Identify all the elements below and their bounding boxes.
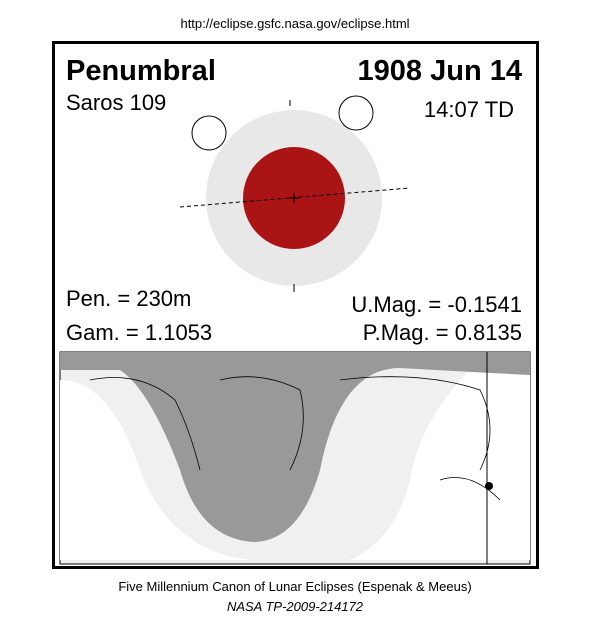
umbral-magnitude: U.Mag. = -0.1541 [351,292,522,317]
world-map [59,351,531,565]
saros: Saros 109 [66,90,166,115]
url: http://eclipse.gsfc.nasa.gov/eclipse.htm… [180,16,409,31]
eclipse-type: Penumbral [66,55,216,87]
gamma: Gam. = 1.1053 [66,320,212,345]
moon [338,95,374,131]
penumbral-magnitude: P.Mag. = 0.8135 [363,320,522,345]
time: 14:07 TD [424,97,514,122]
map-visible-none [60,380,250,560]
map-penumbra-zone [60,352,530,542]
eclipse-date: 1908 Jun 14 [358,55,522,87]
map-visible-none [350,370,530,560]
coastline [89,376,501,501]
moon [191,115,227,151]
pen-duration: Pen. = 230m [66,286,191,311]
credit: Five Millennium Canon of Lunar Eclipses … [118,579,471,594]
reference: NASA TP-2009-214172 [227,599,364,614]
subsolar-point [485,482,493,490]
